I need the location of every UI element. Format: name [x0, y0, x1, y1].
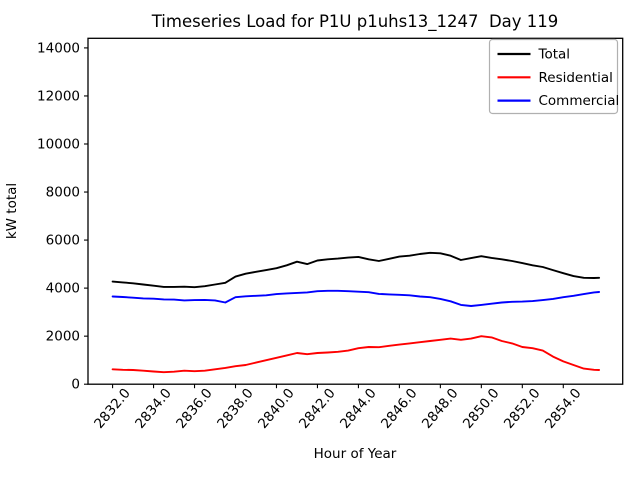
- legend-frame: [488, 38, 619, 115]
- legend-label-total: Total: [538, 47, 571, 63]
- y-tick-label: 6000: [46, 233, 80, 249]
- series-lines: [111, 251, 601, 374]
- y-tick-label: 0: [71, 377, 80, 393]
- x-tick-label: 2840.0: [255, 385, 298, 431]
- y-tick-label: 10000: [37, 136, 80, 152]
- x-tick-label: 2846.0: [378, 385, 421, 431]
- x-tick-label: 2854.0: [542, 385, 585, 431]
- y-tick-label: 4000: [46, 281, 80, 297]
- x-tick-label: 2852.0: [501, 385, 544, 431]
- series-line-total: [111, 251, 601, 289]
- legend-label-commercial: Commercial: [539, 93, 620, 109]
- y-axis-label: kW total: [4, 183, 20, 239]
- y-tick-label: 14000: [37, 40, 80, 56]
- x-axis-ticks: 2832.02834.02836.02838.02840.02842.02844…: [91, 384, 585, 432]
- x-tick-label: 2832.0: [91, 385, 134, 431]
- x-tick-label: 2842.0: [296, 385, 339, 431]
- x-tick-label: 2850.0: [460, 385, 503, 431]
- legend: Total Residential Commercial: [488, 38, 620, 115]
- plot-area: [87, 37, 624, 385]
- y-tick-label: 12000: [37, 88, 80, 104]
- y-tick-label: 8000: [46, 185, 80, 201]
- x-tick-label: 2838.0: [214, 385, 257, 431]
- legend-label-residential: Residential: [539, 70, 613, 86]
- y-tick-label: 2000: [46, 329, 80, 345]
- x-axis-label: Hour of Year: [314, 446, 397, 462]
- x-tick-label: 2848.0: [419, 385, 462, 431]
- chart-title: Timeseries Load for P1U p1uhs13_1247 Day…: [151, 12, 559, 32]
- y-axis-ticks: 0 2000 4000 6000 8000 10000 12000 14000: [37, 40, 88, 393]
- x-tick-label: 2836.0: [173, 385, 216, 431]
- x-tick-label: 2844.0: [337, 385, 380, 431]
- series-line-commercial: [111, 289, 601, 307]
- x-tick-label: 2834.0: [132, 385, 175, 431]
- series-line-residential: [111, 335, 601, 374]
